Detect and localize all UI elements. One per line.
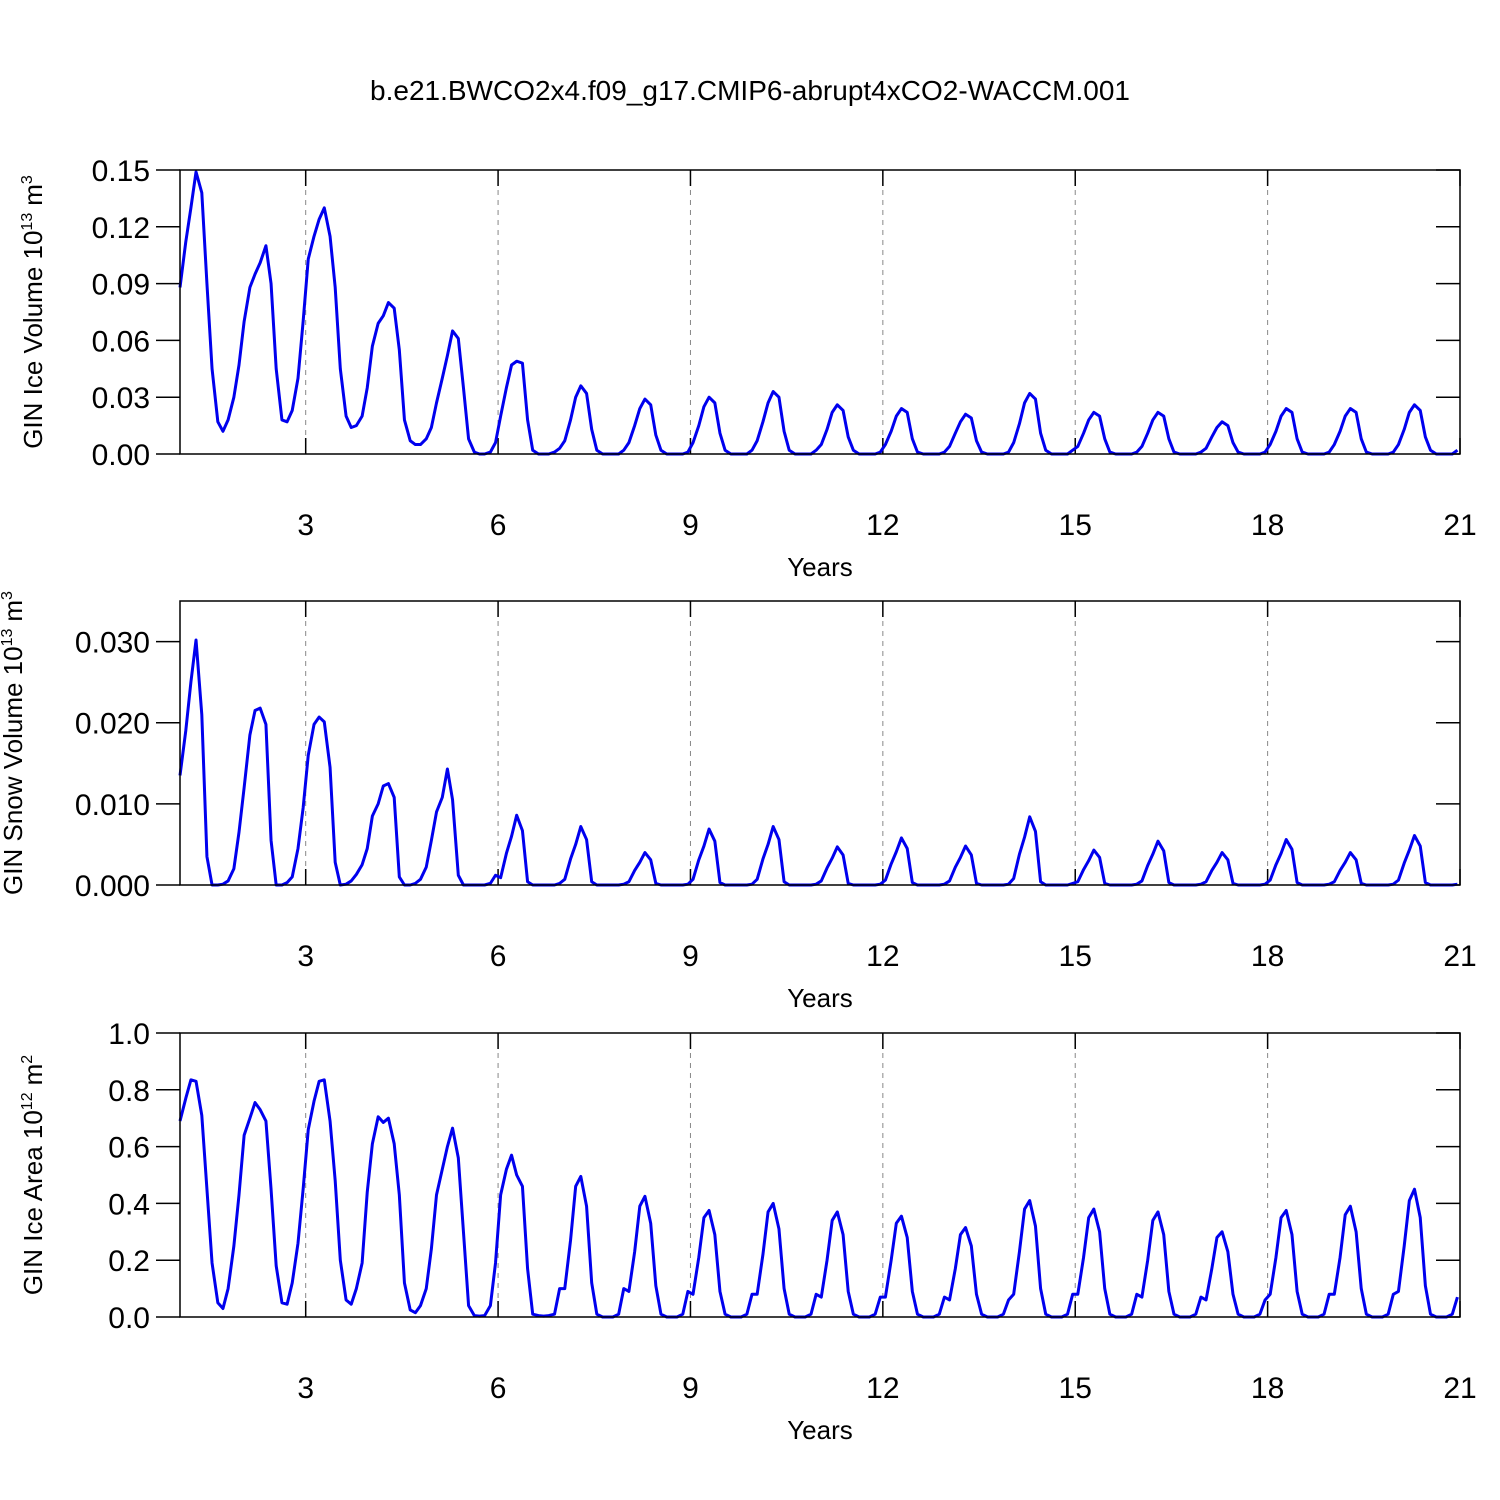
y-axis-label: GIN Ice Area 1012 m2	[18, 1055, 48, 1295]
x-tick-label: 3	[297, 1372, 314, 1405]
y-axis-label-unit-exponent: 3	[0, 591, 16, 600]
x-tick-label: 21	[1443, 940, 1476, 973]
x-tick-label: 9	[682, 509, 699, 542]
x-tick-label: 12	[866, 509, 899, 542]
y-tick-label: 0.09	[92, 269, 150, 302]
y-tick-label: 0.030	[75, 627, 150, 660]
y-axis-label-text: GIN Ice Area 10	[18, 1110, 48, 1295]
y-axis-label-exponent: 13	[19, 213, 36, 231]
x-tick-label: 18	[1251, 1372, 1284, 1405]
x-tick-label: 3	[297, 509, 314, 542]
data-line	[178, 1078, 1459, 1319]
x-tick-label: 12	[866, 1372, 899, 1405]
y-axis-label-exponent: 13	[0, 629, 16, 647]
y-tick-label: 0.8	[108, 1075, 150, 1108]
x-tick-label: 6	[490, 940, 507, 973]
x-tick-label: 9	[682, 1372, 699, 1405]
x-axis-label: Years	[787, 552, 853, 582]
x-tick-label: 15	[1059, 509, 1092, 542]
y-axis-label: GIN Snow Volume 1013 m3	[0, 591, 28, 895]
y-tick-label: 0.000	[75, 870, 150, 903]
y-axis-label: GIN Ice Volume 1013 m3	[18, 175, 48, 449]
y-tick-label: 0.0	[108, 1302, 150, 1335]
x-tick-label: 3	[297, 940, 314, 973]
y-axis-label-unit: m	[18, 184, 48, 206]
x-axis-label: Years	[787, 1415, 853, 1445]
y-axis-label-unit: m	[18, 1064, 48, 1086]
y-tick-label: 0.12	[92, 212, 150, 245]
y-axis-label-exponent: 12	[19, 1092, 36, 1110]
plot-frame	[179, 600, 1461, 886]
x-tick-label: 12	[866, 940, 899, 973]
x-tick-label: 21	[1443, 1372, 1476, 1405]
x-axis-label: Years	[787, 983, 853, 1013]
x-tick-label: 6	[490, 1372, 507, 1405]
x-tick-label: 15	[1059, 1372, 1092, 1405]
data-line	[178, 638, 1458, 887]
figure-title: b.e21.BWCO2x4.f09_g17.CMIP6-abrupt4xCO2-…	[370, 75, 1130, 106]
x-tick-label: 15	[1059, 940, 1092, 973]
data-line	[178, 170, 1459, 456]
plot-frame	[179, 1032, 1461, 1318]
y-tick-label: 0.6	[108, 1132, 150, 1165]
y-tick-label: 0.4	[108, 1188, 150, 1221]
y-axis-label-unit-exponent: 2	[19, 1055, 36, 1064]
x-tick-label: 18	[1251, 509, 1284, 542]
x-tick-label: 18	[1251, 940, 1284, 973]
y-tick-label: 0.2	[108, 1245, 150, 1278]
x-tick-label: 6	[490, 509, 507, 542]
x-tick-label: 9	[682, 940, 699, 973]
y-tick-label: 0.15	[92, 155, 150, 188]
y-tick-label: 0.03	[92, 382, 150, 415]
y-axis-label-text: GIN Snow Volume 10	[0, 646, 28, 895]
y-axis-label-unit-exponent: 3	[19, 175, 36, 184]
x-tick-label: 21	[1443, 509, 1476, 542]
y-tick-label: 0.010	[75, 789, 150, 822]
y-tick-label: 1.0	[108, 1018, 150, 1051]
plot-frame	[179, 169, 1461, 455]
y-tick-label: 0.06	[92, 325, 150, 358]
y-axis-label-text: GIN Ice Volume 10	[18, 231, 48, 449]
y-axis-label-unit: m	[0, 600, 28, 622]
y-tick-label: 0.020	[75, 708, 150, 741]
y-tick-label: 0.00	[92, 439, 150, 472]
